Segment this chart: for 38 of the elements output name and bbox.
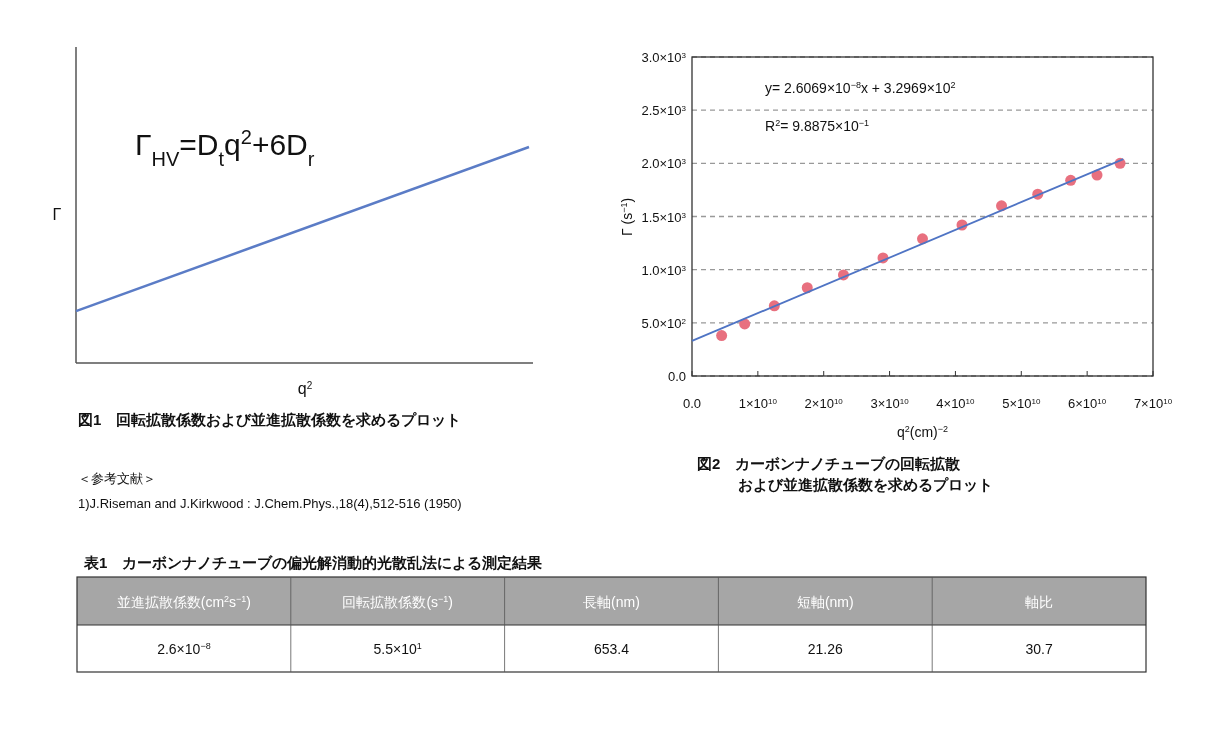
x-tick-label: 0.0	[682, 396, 702, 411]
x-tick-label: 5×10$^{10}$	[1002, 396, 1041, 411]
annotation: y= 2.6069×10$^{−8}$x + 3.2969×10$^{2}$	[765, 80, 956, 96]
y-tick-label: 0.0	[667, 369, 686, 384]
category-label: 軸比	[1025, 594, 1054, 610]
annotation: R$^{2}$= 9.8875×10$^{−1}$	[765, 118, 870, 134]
category-label: 長軸(nm)	[583, 594, 640, 610]
category-label: 短軸(nm)	[796, 594, 854, 610]
x-tick-label: 4×10$^{10}$	[936, 396, 976, 411]
annotation: Γ$_{HV}$=D$_{t}$q$^{2}$+6D$_{r}$	[135, 126, 315, 170]
text: 5.5×10$^{1}$	[373, 641, 422, 657]
x-tick-label: 1×10$^{10}$	[738, 396, 778, 411]
y-tick-label: 1.0×10$^{3}$	[641, 262, 687, 278]
category-label: 並進拡散係数(cm$^{2}$s$^{−1}$)	[116, 594, 252, 610]
x-tick-label: 7×10$^{10}$	[1133, 396, 1173, 411]
text: 1)J.Riseman and J.Kirkwood : J.Chem.Phys.,18(4),512-516 (1950)	[78, 496, 462, 511]
x-tick-label: 2×10$^{10}$	[804, 396, 844, 411]
text: 表1 カーボンナノチューブの偏光解消動的光散乱法による測定結果	[83, 554, 544, 571]
x-axis-title: q$^{2}$(cm)$^{−2}$	[896, 424, 949, 440]
text: 2.6×10$^{−8}$	[157, 641, 211, 657]
text: および並進拡散係数を求めるプロット	[738, 476, 993, 493]
y-tick-label: 2.0×10$^{3}$	[641, 156, 687, 172]
category-label: 回転拡散係数(s$^{−1}$)	[342, 594, 453, 610]
caption: 図2 カーボンナノチューブの回転拡散	[697, 455, 962, 472]
y-tick-label: 2.5×10$^{3}$	[641, 103, 687, 119]
y-axis-title: Γ	[52, 206, 62, 223]
text: 653.4	[593, 641, 630, 657]
y-tick-label: 5.0×10$^{2}$	[641, 315, 687, 331]
x-tick-label: 6×10$^{10}$	[1068, 396, 1107, 411]
y-tick-label: 1.5×10$^{3}$	[641, 209, 687, 225]
text: ＜参考文献＞	[78, 471, 156, 486]
x-tick-label: 3×10$^{10}$	[870, 396, 910, 411]
caption: 図1 回転拡散係数および並進拡散係数を求めるプロット	[78, 411, 462, 428]
point	[716, 330, 728, 342]
y-tick-label: 3.0×10$^{3}$	[641, 50, 687, 65]
text: 30.7	[1025, 641, 1053, 657]
x-axis-title: q$^{2}$	[297, 379, 313, 397]
text: 21.26	[807, 641, 844, 657]
